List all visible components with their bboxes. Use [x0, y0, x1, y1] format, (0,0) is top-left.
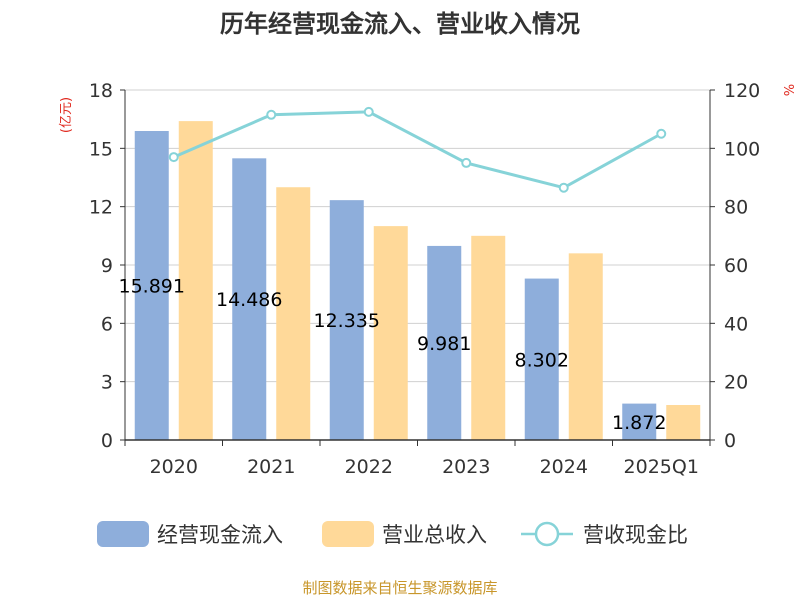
bar-revenue — [276, 187, 311, 440]
data-label: 12.335 — [314, 310, 380, 332]
data-labels: 15.891 14.486 12.335 9.981 8.302 1.872 — [119, 276, 667, 434]
legend-swatch-cash-inflow — [97, 521, 149, 547]
ratio-point — [266, 109, 277, 120]
y-right-tick-label: 0 — [724, 430, 736, 452]
ratio-line-group — [168, 106, 667, 193]
bar-cash-inflow — [524, 278, 559, 440]
y-right-tick-label: 20 — [724, 372, 748, 394]
y-left-tick-label: 12 — [89, 197, 113, 219]
x-tick-label: 2023 — [442, 456, 490, 478]
bar-cash-inflow — [134, 131, 169, 440]
bars-group — [134, 121, 701, 441]
y-right-axis-title: % — [780, 84, 795, 96]
ratio-line — [173, 110, 662, 190]
legend-label-cash-inflow: 经营现金流入 — [157, 523, 283, 547]
grid-lines — [125, 89, 710, 383]
legend-swatch-revenue — [322, 521, 374, 547]
x-tick-label: 2025Q1 — [624, 456, 699, 478]
ratio-point — [656, 128, 667, 139]
bar-cash-inflow — [622, 403, 657, 440]
data-label: 15.891 — [119, 276, 185, 298]
source-note: 制图数据来自恒生聚源数据库 — [302, 579, 497, 597]
data-label: 8.302 — [515, 349, 569, 371]
data-label: 1.872 — [612, 412, 666, 434]
bar-cash-inflow — [427, 245, 462, 440]
y-right-tick-label: 40 — [724, 313, 748, 335]
chart-title: 历年经营现金流入、营业收入情况 — [220, 10, 580, 38]
ratio-point — [558, 182, 569, 193]
data-label: 14.486 — [216, 289, 282, 311]
y-left-tick-label: 0 — [101, 430, 113, 452]
bar-revenue — [568, 253, 603, 440]
y-left-tick-label: 3 — [101, 372, 113, 394]
y-right-tick-label: 80 — [724, 197, 748, 219]
y-left-axis-title: (亿元) — [59, 97, 74, 133]
bar-cash-inflow — [232, 158, 267, 441]
legend-label-ratio: 营收现金比 — [583, 523, 688, 547]
y-right-tick-label: 120 — [724, 80, 760, 102]
bar-revenue — [178, 121, 213, 440]
y-left-tick-label: 15 — [89, 138, 113, 160]
y-right-tick-label: 60 — [724, 255, 748, 277]
y-left-tick-label: 6 — [101, 313, 113, 335]
legend: 经营现金流入 营业总收入 营收现金比 — [97, 521, 688, 547]
ratio-point — [461, 157, 472, 168]
y-left-tick-label: 9 — [101, 255, 113, 277]
axes: 0 3 6 9 12 15 18 0 20 40 60 80 100 120 2020 2021 2022 202… — [59, 80, 795, 478]
bar-revenue — [471, 235, 506, 440]
ratio-point — [363, 106, 374, 117]
ratio-point — [168, 152, 179, 163]
x-tick-label: 2024 — [540, 456, 588, 478]
y-right-tick-label: 100 — [724, 138, 760, 160]
bar-revenue — [373, 226, 408, 440]
x-tick-label: 2022 — [345, 456, 393, 478]
y-left-tick-label: 18 — [89, 80, 113, 102]
bar-cash-inflow — [329, 200, 364, 440]
x-tick-label: 2020 — [150, 456, 198, 478]
legend-label-revenue: 营业总收入 — [382, 523, 487, 547]
x-tick-label: 2021 — [247, 456, 295, 478]
legend-marker-ratio — [534, 521, 560, 547]
data-label: 9.981 — [417, 333, 471, 355]
bar-revenue — [666, 405, 701, 440]
